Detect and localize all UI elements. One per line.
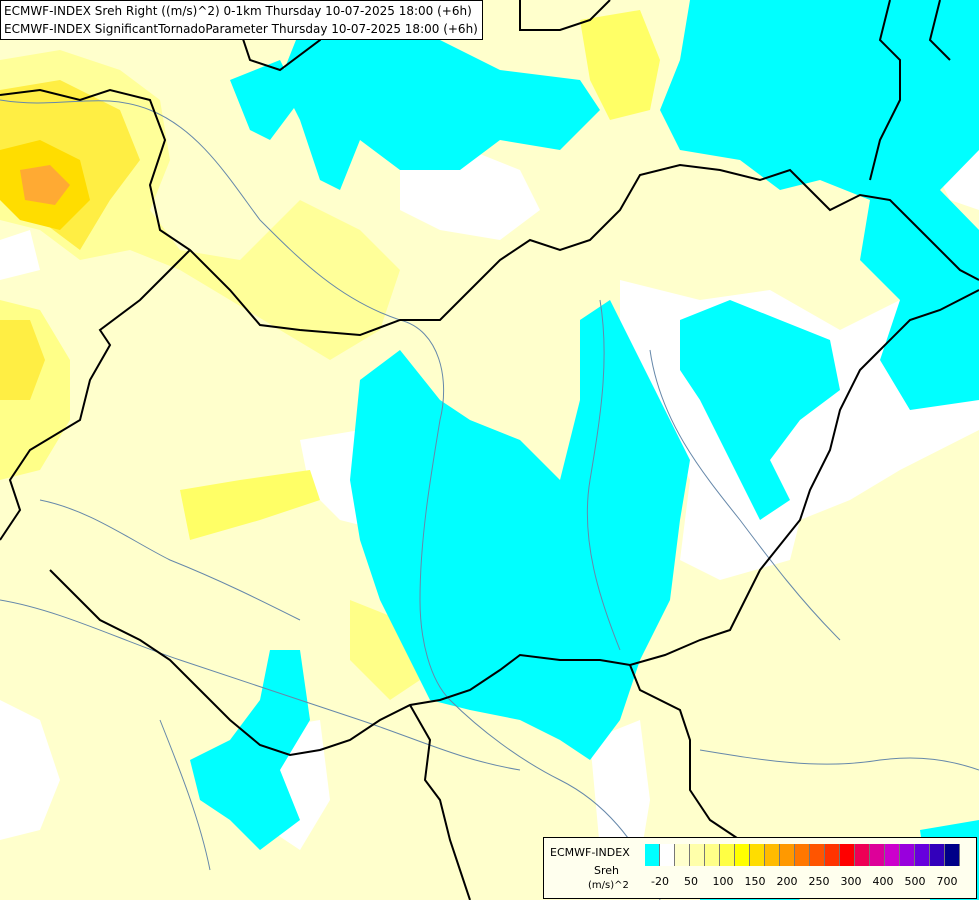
legend-swatch <box>750 844 765 866</box>
legend-tick-label: 150 <box>744 875 766 888</box>
cyan-region-north-small <box>230 60 300 140</box>
legend-tick-label: 300 <box>840 875 862 888</box>
legend-swatch <box>945 844 960 866</box>
legend-swatch <box>825 844 840 866</box>
white-region-north <box>400 150 540 240</box>
legend-swatch <box>855 844 870 866</box>
legend-swatch <box>795 844 810 866</box>
legend-swatch <box>675 844 690 866</box>
legend-swatch <box>690 844 705 866</box>
legend-swatch <box>915 844 930 866</box>
white-region-west <box>0 230 40 280</box>
map-title-box: ECMWF-INDEX Sreh Right ((m/s)^2) 0-1km T… <box>0 0 483 40</box>
map-title-line-1: ECMWF-INDEX Sreh Right ((m/s)^2) 0-1km T… <box>4 4 472 18</box>
legend-swatch <box>780 844 795 866</box>
legend-tick-label: 200 <box>776 875 798 888</box>
legend-tick-label: 700 <box>936 875 958 888</box>
legend-swatch <box>885 844 900 866</box>
legend-swatch <box>765 844 780 866</box>
cyan-region-central <box>350 300 690 760</box>
legend-tick-label: -20 <box>651 875 669 888</box>
cyan-region-east <box>680 300 840 520</box>
legend-swatch <box>930 844 945 866</box>
yellow-band-south <box>350 600 420 700</box>
color-legend: ECMWF-INDEX Sreh (m/s)^2 -20 50 100 150 200 2… <box>543 837 977 899</box>
cyan-region-south <box>190 650 310 850</box>
legend-title: ECMWF-INDEX <box>550 846 630 859</box>
legend-tick-label: 250 <box>808 875 830 888</box>
map-title-line-2: ECMWF-INDEX SignificantTornadoParameter … <box>4 22 478 36</box>
yellow-band-central <box>180 470 320 540</box>
legend-tick-label: 400 <box>872 875 894 888</box>
legend-swatch <box>735 844 750 866</box>
cyan-region-north <box>280 0 600 190</box>
white-region-se <box>590 720 650 860</box>
legend-swatch <box>840 844 855 866</box>
yellow-core-west <box>0 320 45 400</box>
legend-tick-label: 500 <box>904 875 926 888</box>
legend-tick-label: 50 <box>684 875 698 888</box>
legend-swatch <box>660 844 675 866</box>
legend-swatch <box>810 844 825 866</box>
white-region-sw <box>0 700 60 840</box>
legend-swatch <box>645 844 660 866</box>
legend-swatch <box>705 844 720 866</box>
legend-tick-label: 100 <box>712 875 734 888</box>
orange-spot-nw <box>20 165 70 205</box>
legend-variable: Sreh <box>594 864 620 877</box>
legend-unit: (m/s)^2 <box>588 880 629 891</box>
yellow-band-north <box>580 10 660 120</box>
legend-tick-labels: -20 50 100 150 200 250 300 400 500 700 <box>645 875 975 891</box>
legend-color-bar <box>645 844 960 866</box>
legend-swatch <box>720 844 735 866</box>
legend-swatch <box>870 844 885 866</box>
rivers <box>0 99 979 900</box>
legend-swatch <box>900 844 915 866</box>
